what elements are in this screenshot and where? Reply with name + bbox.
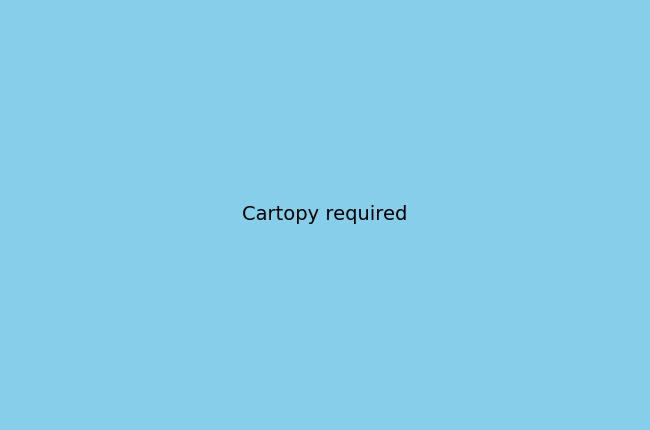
Text: Cartopy required: Cartopy required xyxy=(242,206,408,224)
